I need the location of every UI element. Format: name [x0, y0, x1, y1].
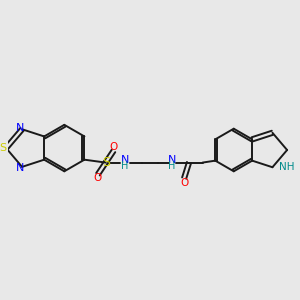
Text: N: N	[121, 155, 129, 165]
Text: S: S	[102, 156, 110, 169]
Text: NH: NH	[279, 162, 295, 172]
Text: H: H	[168, 161, 175, 172]
Text: O: O	[109, 142, 118, 152]
Text: O: O	[94, 173, 102, 183]
Text: N: N	[16, 123, 24, 133]
Text: S: S	[0, 143, 7, 153]
Text: N: N	[167, 155, 176, 165]
Text: N: N	[16, 163, 24, 173]
Text: H: H	[122, 161, 129, 172]
Text: O: O	[180, 178, 188, 188]
